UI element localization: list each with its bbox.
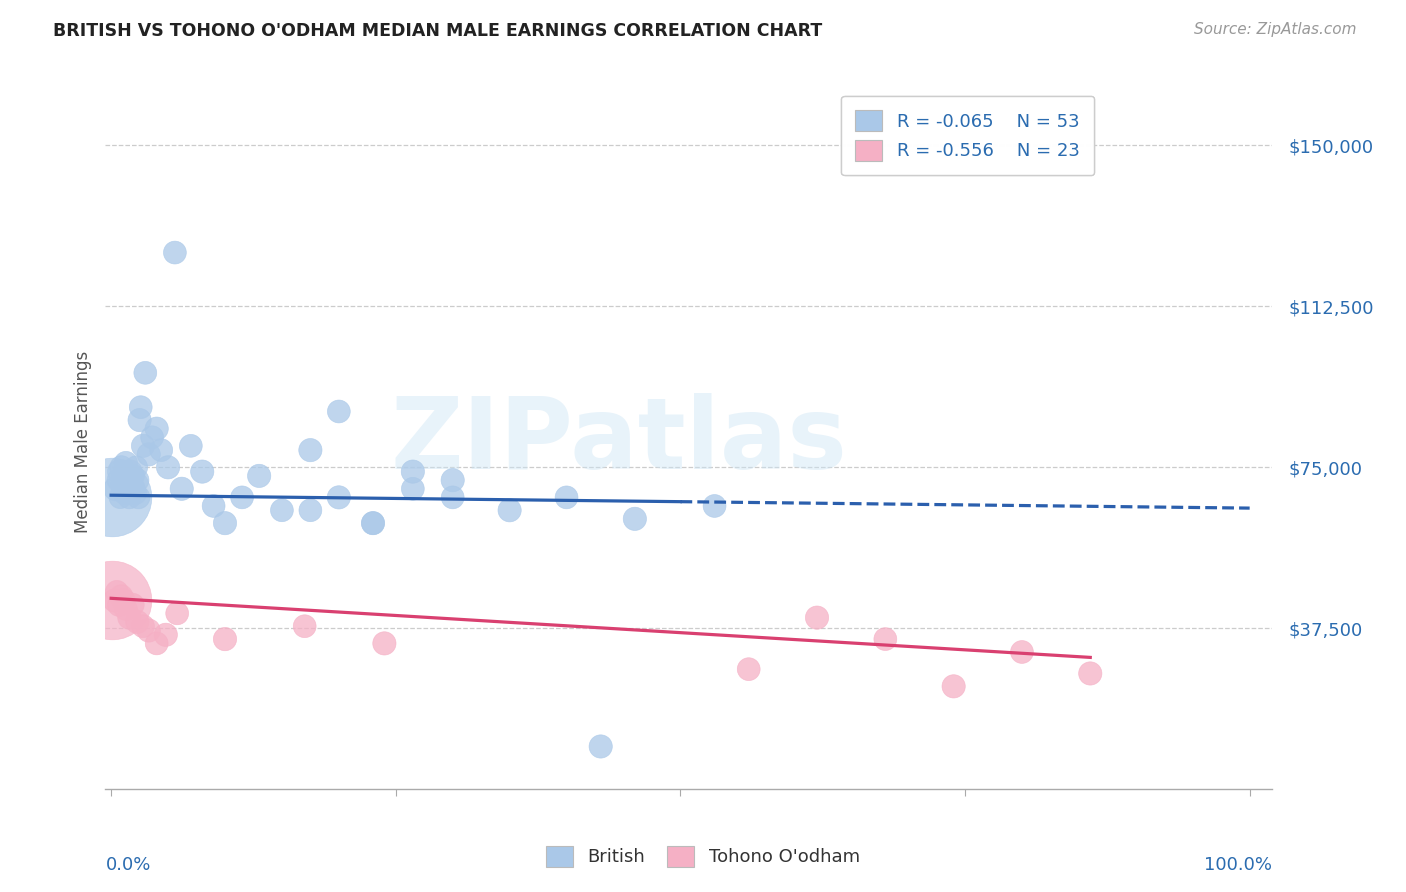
Text: 100.0%: 100.0% [1205, 855, 1272, 873]
Point [231, 491, 253, 505]
Point [118, 491, 141, 505]
Point [117, 473, 139, 487]
Point [107, 473, 129, 487]
Point [115, 482, 138, 496]
Point [110, 460, 132, 475]
Point [127, 473, 149, 487]
Point [402, 482, 425, 496]
Point [129, 400, 152, 414]
Point [328, 491, 350, 505]
Point [163, 245, 186, 260]
Point [271, 503, 294, 517]
Point [105, 585, 128, 599]
Point [214, 632, 236, 646]
Point [101, 491, 124, 505]
Point [1078, 666, 1101, 681]
Point [108, 598, 131, 612]
Point [108, 465, 131, 479]
Point [138, 624, 160, 638]
Legend: British, Tohono O'odham: British, Tohono O'odham [537, 837, 869, 876]
Point [247, 469, 270, 483]
Point [738, 662, 761, 676]
Point [294, 619, 316, 633]
Point [138, 447, 160, 461]
Point [103, 593, 125, 607]
Point [101, 593, 124, 607]
Point [110, 491, 132, 505]
Legend: R = -0.065    N = 53, R = -0.556    N = 23: R = -0.065 N = 53, R = -0.556 N = 23 [841, 95, 1094, 176]
Point [299, 443, 322, 458]
Text: BRITISH VS TOHONO O'ODHAM MEDIAN MALE EARNINGS CORRELATION CHART: BRITISH VS TOHONO O'ODHAM MEDIAN MALE EA… [53, 22, 823, 40]
Point [121, 477, 143, 491]
Point [118, 610, 141, 624]
Point [112, 469, 135, 483]
Point [624, 512, 647, 526]
Point [111, 477, 134, 491]
Point [115, 456, 138, 470]
Point [121, 598, 143, 612]
Point [373, 636, 395, 650]
Point [125, 460, 148, 475]
Point [170, 482, 193, 496]
Point [141, 430, 163, 444]
Point [155, 628, 177, 642]
Point [180, 439, 202, 453]
Point [120, 465, 142, 479]
Point [498, 503, 520, 517]
Point [115, 602, 138, 616]
Point [127, 491, 149, 505]
Text: 0.0%: 0.0% [105, 855, 150, 873]
Point [128, 413, 150, 427]
Point [114, 486, 136, 500]
Point [110, 589, 132, 603]
Point [132, 619, 155, 633]
Point [589, 739, 612, 754]
Y-axis label: Median Male Earnings: Median Male Earnings [73, 351, 91, 533]
Point [942, 679, 965, 693]
Point [121, 469, 143, 483]
Point [112, 593, 135, 607]
Text: ZIPatlas: ZIPatlas [391, 393, 848, 490]
Point [124, 486, 146, 500]
Point [191, 465, 214, 479]
Point [555, 491, 578, 505]
Point [122, 482, 145, 496]
Point [703, 499, 725, 513]
Point [806, 610, 828, 624]
Point [361, 516, 384, 530]
Text: Source: ZipAtlas.com: Source: ZipAtlas.com [1194, 22, 1357, 37]
Point [157, 460, 180, 475]
Point [875, 632, 897, 646]
Point [134, 366, 156, 380]
Point [361, 516, 384, 530]
Point [214, 516, 236, 530]
Point [127, 615, 149, 629]
Point [145, 636, 167, 650]
Point [202, 499, 225, 513]
Point [441, 473, 464, 487]
Point [299, 503, 322, 517]
Point [104, 482, 127, 496]
Point [1011, 645, 1033, 659]
Point [441, 491, 464, 505]
Point [145, 422, 167, 436]
Point [328, 404, 350, 418]
Point [402, 465, 425, 479]
Point [132, 439, 155, 453]
Point [150, 443, 173, 458]
Point [166, 607, 188, 621]
